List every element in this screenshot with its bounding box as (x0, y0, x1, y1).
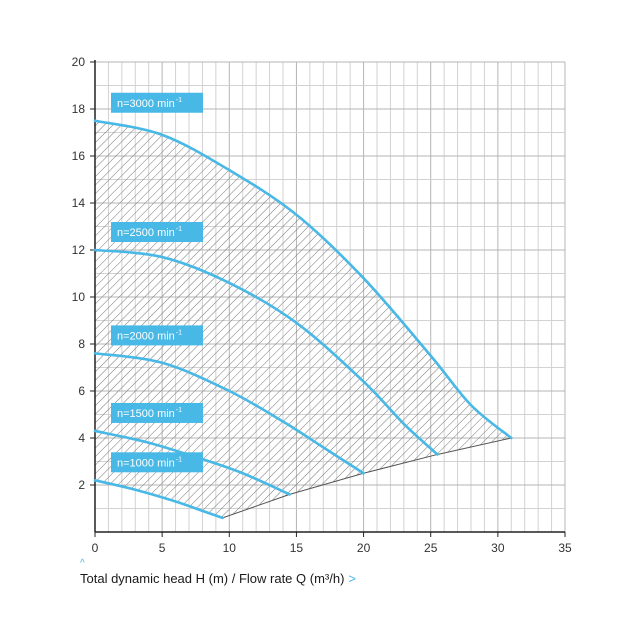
y-tick-label: 12 (72, 243, 86, 257)
speed-label-text: n=2500 min-1 (117, 226, 182, 239)
caret-up-icon: ^ (80, 558, 85, 569)
x-tick-label: 0 (92, 541, 99, 555)
speed-label-text: n=2000 min-1 (117, 329, 182, 342)
x-tick-label: 20 (357, 541, 371, 555)
speed-curve (93, 352, 365, 475)
speed-label-box (111, 452, 203, 473)
speed-label-text: n=1000 min-1 (117, 456, 182, 469)
speed-curve (93, 119, 513, 440)
x-tick-label: 25 (424, 541, 438, 555)
speed-label-text: n=1500 min-1 (117, 407, 182, 420)
speed-label: n=2000 min-1 (111, 325, 203, 346)
speed-label-exponent: -1 (176, 456, 182, 463)
axes: 0 5 10 15 20 25 30 35 2 4 6 8 10 12 14 16 18 20 (72, 55, 572, 555)
speed-label-exponent: -1 (176, 407, 182, 414)
x-tick-label: 5 (159, 541, 166, 555)
y-tick-label: 18 (72, 102, 86, 116)
y-tick-label: 8 (78, 337, 85, 351)
y-tick-label: 14 (72, 196, 86, 210)
speed-labels: n=3000 min-1 n=2500 min-1 n=2000 min-1 n=15… (111, 92, 203, 473)
chevron-right-icon: > (348, 571, 356, 586)
speed-label: n=3000 min-1 (111, 92, 203, 113)
y-tick-label: 20 (72, 55, 86, 69)
y-tick-label: 4 (78, 431, 85, 445)
speed-label-exponent: -1 (176, 226, 182, 233)
x-tick-label: 30 (491, 541, 505, 555)
speed-label: n=1500 min-1 (111, 402, 203, 423)
speed-curve (93, 248, 439, 456)
speed-label: n=2500 min-1 (111, 222, 203, 242)
y-tick-label: 2 (78, 478, 85, 492)
x-tick-label: 15 (290, 541, 304, 555)
speed-curve (93, 479, 224, 520)
y-tick-label: 6 (78, 384, 85, 398)
speed-label-exponent: -1 (176, 329, 182, 336)
x-axis-title: ^ Total dynamic head H (m) / Flow rate Q… (80, 558, 356, 586)
speed-label-text: n=3000 min-1 (117, 97, 182, 110)
speed-label-box (111, 402, 203, 423)
y-tick-label: 10 (72, 290, 86, 304)
speed-label: n=1000 min-1 (111, 452, 203, 473)
speed-label-box (111, 92, 203, 113)
y-tick-label: 16 (72, 149, 86, 163)
x-tick-label: 10 (223, 541, 237, 555)
speed-label-box (111, 222, 203, 242)
x-axis-label: Total dynamic head H (m) / Flow rate Q (… (80, 571, 345, 586)
speed-label-box (111, 325, 203, 346)
speed-label-exponent: -1 (176, 97, 182, 104)
x-tick-label: 35 (558, 541, 572, 555)
